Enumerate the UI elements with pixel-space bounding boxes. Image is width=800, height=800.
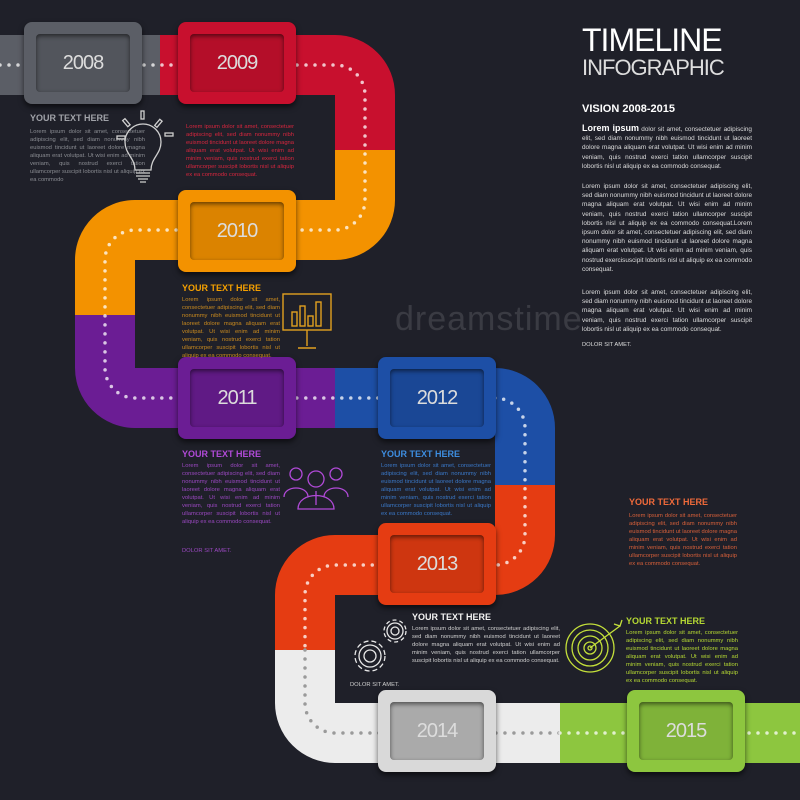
- gears-icon: [354, 619, 407, 672]
- title: TIMELINE: [582, 22, 723, 58]
- vision-heading: VISION 2008-2015: [582, 103, 675, 115]
- intro-text: dolor sit amet, consectetuer adipiscing …: [582, 126, 752, 170]
- year-box-2013: 2013: [378, 523, 496, 605]
- year-label: 2014: [390, 702, 484, 760]
- year-box-2015: 2015: [627, 690, 745, 772]
- year-box-2014: 2014: [378, 690, 496, 772]
- year-label: 2013: [390, 535, 484, 593]
- year-label: 2009: [190, 34, 284, 92]
- heading-2010: YOUR TEXT HERE: [182, 283, 262, 293]
- heading-2011: YOUR TEXT HERE: [182, 449, 262, 459]
- road-dots: [0, 63, 527, 652]
- year-box-2012: 2012: [378, 357, 496, 439]
- year-box-2010: 2010: [178, 190, 296, 272]
- heading-2014: YOUR TEXT HERE: [412, 612, 492, 622]
- heading-2013: YOUR TEXT HERE: [629, 497, 709, 507]
- text-2009: Lorem ipsum dolor sit amet, consectetuer…: [186, 124, 294, 178]
- year-label: 2008: [36, 34, 130, 92]
- intro-lead: Lorem ipsum: [582, 123, 640, 133]
- year-box-2008: 2008: [24, 22, 142, 104]
- presentation-chart-icon: [282, 293, 332, 349]
- year-label: 2010: [190, 202, 284, 260]
- dolor-2014: DOLOR SIT AMET.: [350, 682, 400, 688]
- year-label: 2015: [639, 702, 733, 760]
- heading-2012: YOUR TEXT HERE: [381, 449, 461, 459]
- text-2008: Lorem ipsum dolor sit amet, consectetuer…: [30, 129, 145, 183]
- dolor-2011: DOLOR SIT AMET.: [182, 548, 232, 554]
- text-2010: Lorem ipsum dolor sit amet, consectetuer…: [182, 297, 280, 359]
- text-2011: Lorem ipsum dolor sit amet, consectetuer…: [182, 463, 280, 525]
- intro-dolor: DOLOR SIT AMET.: [582, 342, 632, 348]
- intro-paragraph-3: Lorem ipsum dolor sit amet, consectetuer…: [582, 289, 752, 333]
- heading-2008: YOUR TEXT HERE: [30, 113, 110, 123]
- heading-2015: YOUR TEXT HERE: [626, 616, 706, 626]
- watermark: dreamstime: [395, 300, 583, 338]
- text-2015: Lorem ipsum dolor sit amet, consectetuer…: [626, 630, 738, 684]
- road-dots-white-segment: [303, 648, 562, 735]
- lightbulb-icon: [116, 110, 174, 183]
- year-label: 2011: [190, 369, 284, 427]
- subtitle: INFOGRAPHIC: [582, 55, 725, 80]
- target-icon: [565, 619, 623, 673]
- year-box-2009: 2009: [178, 22, 296, 104]
- year-label: 2012: [390, 369, 484, 427]
- intro-paragraph-2: Lorem ipsum dolor sit amet, consectetuer…: [582, 183, 752, 273]
- intro-paragraph-1: Lorem ipsum dolor sit amet, consectetuer…: [582, 123, 752, 171]
- text-2014: Lorem ipsum dolor sit amet, consectetuer…: [412, 626, 560, 664]
- text-2013: Lorem ipsum dolor sit amet, consectetuer…: [629, 513, 737, 567]
- year-box-2011: 2011: [178, 357, 296, 439]
- team-icon: [283, 467, 349, 510]
- text-2012: Lorem ipsum dolor sit amet, consectetuer…: [381, 463, 491, 517]
